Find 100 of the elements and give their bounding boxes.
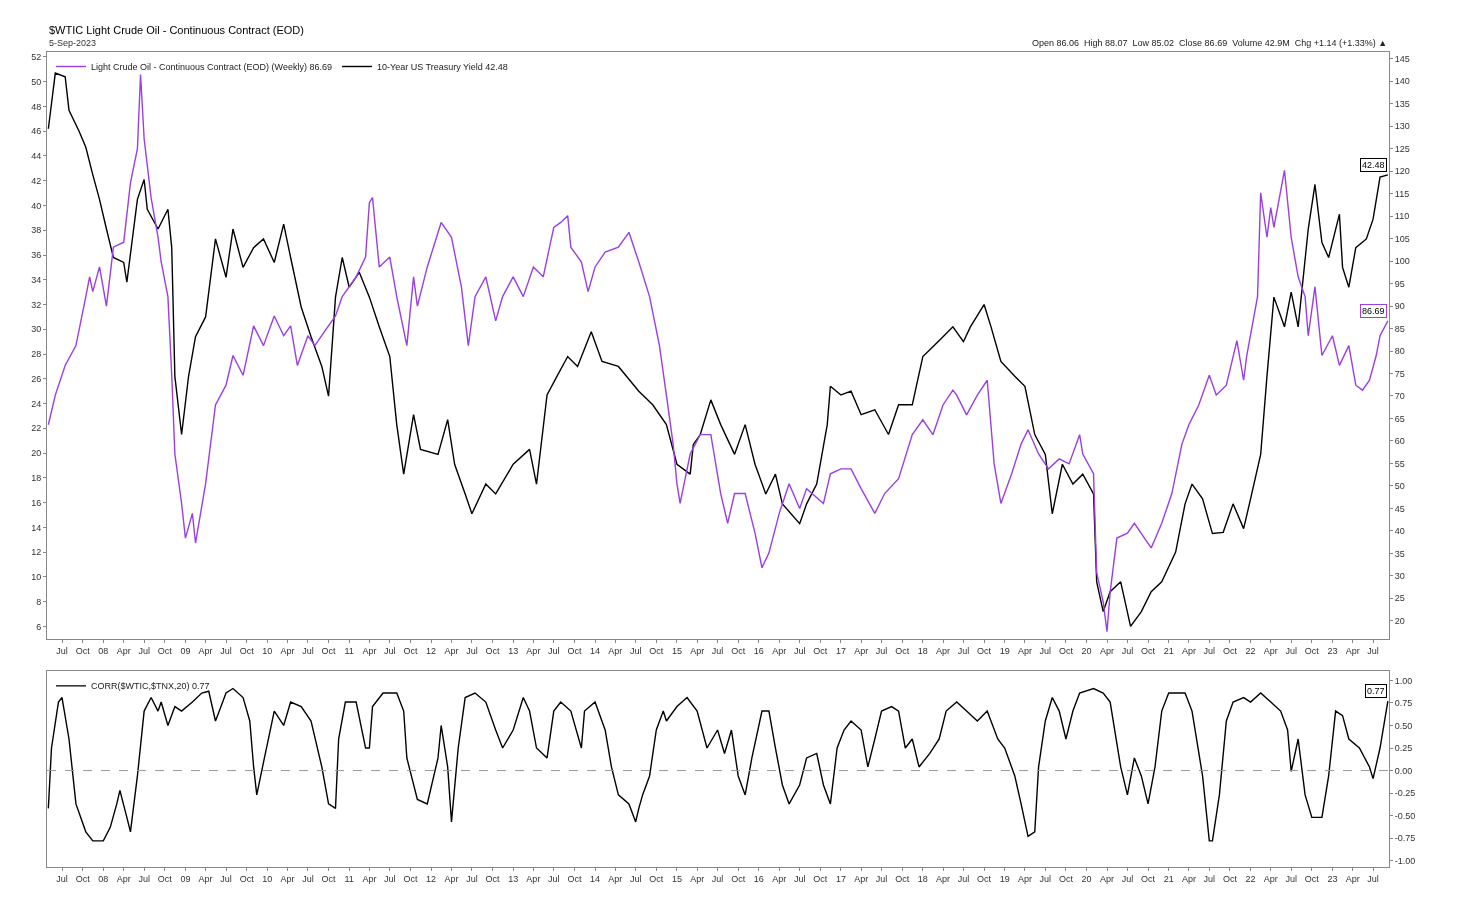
y-tick-label: 20 (31, 448, 42, 459)
x-tick-label: 23 (1327, 645, 1338, 656)
x-tick-label: Jul (384, 645, 396, 656)
x-tick-label: 19 (999, 645, 1010, 656)
x-tick-label: Oct (1141, 645, 1156, 656)
y2-tick-label: 100 (1394, 256, 1410, 267)
x-tick-label: 14 (590, 873, 601, 884)
x-tick-label: Oct (813, 645, 828, 656)
x-tick-label: Apr (116, 645, 131, 656)
y2-tick-label: 125 (1394, 143, 1410, 154)
y2-tick-label: 25 (1394, 593, 1405, 604)
y-tick-label: 42 (31, 175, 42, 186)
x-tick-label: Jul (1203, 873, 1216, 884)
x-tick-label: Oct (1141, 873, 1156, 884)
y-tick-label: 22 (31, 423, 42, 434)
x-tick-label: Oct (567, 645, 582, 656)
x-tick-label: Oct (75, 873, 91, 884)
x-tick-label: Apr (690, 873, 705, 884)
x-tick-label: Apr (444, 873, 459, 884)
x-tick-label: Apr (854, 645, 869, 656)
x-tick-label: Oct (977, 645, 992, 656)
x-tick-label: Apr (772, 645, 787, 656)
y-tick-label: 24 (31, 398, 42, 409)
x-tick-label: Jul (1039, 873, 1052, 884)
y2-tick-label: 110 (1394, 211, 1410, 222)
y2-tick-label: 0.75 (1394, 698, 1413, 709)
y2-tick-label: 35 (1394, 548, 1405, 559)
y2-tick-label: 40 (1394, 526, 1405, 537)
y-tick-label: 12 (31, 547, 42, 558)
x-tick-label: 21 (1163, 645, 1174, 656)
legend-label: 10-Year US Treasury Yield 42.48 (376, 62, 508, 73)
x-tick-label: Oct (321, 873, 337, 884)
y-tick-label: 10 (31, 572, 42, 583)
x-tick-label: Jul (711, 873, 724, 884)
x-tick-label: Oct (1304, 645, 1320, 656)
text: Open 86.06 High 88.07 Low 85.02 Close 86.69 Volume 42.9M Chg +1.14 (+1.33%) ▲ (1032, 38, 1388, 48)
x-tick-label: 15 (671, 873, 682, 884)
x-tick-label: 20 (1081, 645, 1092, 656)
x-tick-label: Oct (649, 645, 664, 656)
y-tick-label: 50 (31, 76, 42, 87)
x-tick-label: Jul (1121, 645, 1134, 656)
x-tick-label: 16 (753, 645, 764, 656)
x-tick-label: 13 (508, 645, 519, 656)
x-tick-label: 11 (344, 645, 354, 656)
y2-tick-label: 1.00 (1394, 675, 1413, 686)
x-tick-label: Jul (56, 645, 68, 656)
y2-tick-label: 105 (1394, 233, 1410, 244)
y2-tick-label: 0.25 (1394, 743, 1413, 754)
x-tick-label: Jul (629, 873, 642, 884)
y2-tick-label: 50 (1394, 481, 1405, 492)
x-tick-label: Apr (362, 873, 377, 884)
y2-tick-label: 135 (1394, 98, 1410, 109)
x-tick-label: 11 (344, 873, 354, 884)
x-tick-label: Oct (977, 873, 992, 884)
x-tick-label: Oct (403, 873, 418, 884)
x-tick-label: Apr (280, 873, 295, 884)
y-tick-label: 18 (31, 473, 42, 484)
x-tick-label: Oct (895, 873, 910, 884)
x-tick-label: 08 (98, 645, 109, 656)
x-tick-label: Apr (198, 645, 213, 656)
x-tick-label: Oct (239, 645, 255, 656)
y2-tick-label: 45 (1394, 503, 1405, 514)
y2-tick-label: 95 (1394, 278, 1405, 289)
y2-tick-label: 80 (1394, 346, 1405, 357)
x-tick-label: Jul (302, 873, 314, 884)
x-tick-label: Apr (362, 645, 377, 656)
x-tick-label: Jul (1203, 645, 1216, 656)
x-tick-label: Jul (1039, 645, 1052, 656)
y2-tick-label: -0.50 (1394, 810, 1416, 821)
data-label: 42.48 (1362, 160, 1385, 170)
y2-tick-label: 90 (1394, 301, 1405, 312)
chart-subtitle: 5-Sep-2023 (49, 38, 97, 48)
x-tick-label: 18 (917, 873, 928, 884)
y-tick-label: 28 (31, 349, 42, 360)
x-tick-label: Jul (1285, 873, 1297, 884)
y2-tick-label: -0.75 (1394, 833, 1416, 844)
x-tick-label: Oct (485, 873, 501, 884)
x-tick-label: 12 (426, 645, 437, 656)
x-tick-label: 09 (180, 645, 191, 656)
y-tick-label: 46 (31, 126, 42, 137)
y2-tick-label: 75 (1394, 368, 1405, 379)
x-tick-label: Jul (875, 645, 888, 656)
x-tick-label: Jul (548, 873, 560, 884)
x-tick-label: Jul (302, 645, 314, 656)
x-tick-label: Jul (957, 873, 970, 884)
x-tick-label: Oct (1222, 645, 1238, 656)
x-tick-label: Jul (56, 873, 68, 884)
y-tick-label: 16 (31, 497, 42, 508)
y2-tick-label: 70 (1394, 391, 1405, 402)
y2-tick-label: 55 (1394, 458, 1405, 469)
y2-tick-label: 115 (1394, 188, 1410, 199)
y2-tick-label: -0.25 (1394, 788, 1416, 799)
x-tick-label: 17 (835, 873, 846, 884)
x-tick-label: Oct (649, 873, 664, 884)
x-tick-label: Apr (772, 873, 787, 884)
x-tick-label: Jul (220, 645, 232, 656)
y-tick-label: 6 (36, 621, 42, 632)
x-tick-label: Oct (403, 645, 418, 656)
x-tick-label: 13 (508, 873, 519, 884)
x-tick-label: Apr (1263, 645, 1278, 656)
